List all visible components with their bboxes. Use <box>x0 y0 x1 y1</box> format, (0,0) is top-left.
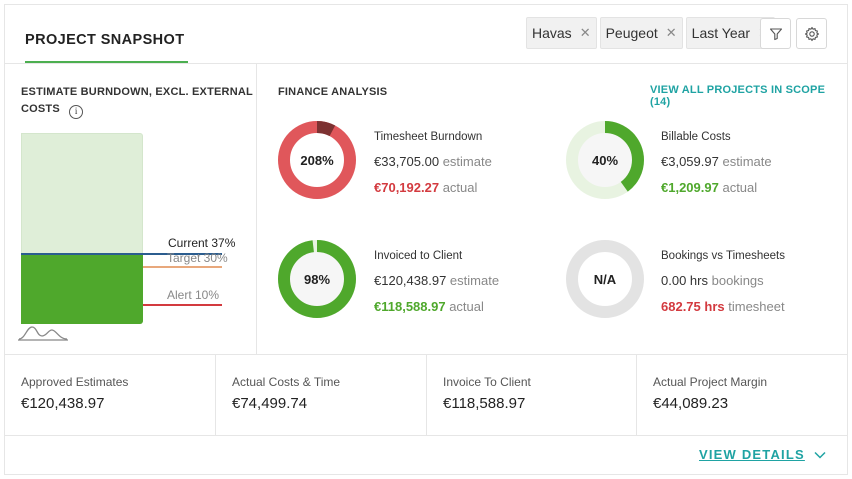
chevron-down-icon[interactable] <box>814 451 826 459</box>
timesheet-label: timesheet <box>728 299 785 314</box>
filter-chip-label: Last Year <box>691 25 751 41</box>
summary-invoice-to-client: Invoice To Client €118,588.97 <box>427 355 636 436</box>
estimate-label: estimate <box>442 154 492 169</box>
metric-title: Invoiced to Client <box>374 250 463 262</box>
invoiced-donut: 98% <box>277 239 357 319</box>
tab-project-snapshot[interactable]: PROJECT SNAPSHOT <box>25 5 189 63</box>
estimate-label: estimate <box>449 273 500 288</box>
settings-button[interactable] <box>796 18 827 49</box>
timesheet-metric: Timesheet Burndown €33,705.00 estimate €… <box>374 131 492 195</box>
summary-approved-estimates: Approved Estimates €120,438.97 <box>5 355 215 436</box>
actual-value: €1,209.97 <box>661 180 719 195</box>
timesheet-donut: 208% <box>277 120 357 200</box>
filter-icon <box>769 27 782 40</box>
estimate-value: €3,059.97 <box>661 154 719 169</box>
target-label: Target 30% <box>167 251 228 265</box>
filter-chip-peugeot[interactable]: Peugeot ✕ <box>599 17 683 49</box>
summary-divider-bottom <box>5 435 847 436</box>
timesheet-pct: 208% <box>300 152 334 168</box>
bookings-value: 0.00 hrs <box>661 273 708 288</box>
summary-value: €44,089.23 <box>653 395 729 412</box>
header-divider <box>5 63 847 64</box>
filter-chip-havas[interactable]: Havas ✕ <box>526 17 597 49</box>
summary-label: Approved Estimates <box>21 375 129 389</box>
timesheet-donut-chart <box>278 121 356 199</box>
metric-title: Timesheet Burndown <box>374 131 483 143</box>
alert-label: Alert 10% <box>167 288 220 302</box>
info-icon[interactable]: i <box>69 104 84 119</box>
estimate-value: €120,438.97 <box>374 273 447 288</box>
invoiced-donut-chart <box>278 240 356 318</box>
distribution-icon <box>18 326 68 341</box>
current-marker <box>21 253 222 255</box>
bookings-metric: Bookings vs Timesheets 0.00 hrs bookings… <box>661 250 785 314</box>
bookings-donut: N/A <box>565 239 645 319</box>
summary-value: €118,588.97 <box>443 395 526 412</box>
burndown-title-line: ESTIMATE BURNDOWN, EXCL. EXTERNAL <box>21 86 253 98</box>
billable-donut-chart <box>566 121 644 199</box>
alert-marker <box>143 304 222 306</box>
bookings-label: bookings <box>711 273 764 288</box>
view-all-projects-link[interactable]: VIEW ALL PROJECTS IN SCOPE (14) <box>650 84 826 108</box>
actual-label: actual <box>449 299 484 314</box>
bookings-pct: N/A <box>593 271 617 287</box>
close-icon[interactable]: ✕ <box>665 25 677 40</box>
filter-button[interactable] <box>760 18 791 49</box>
close-icon[interactable]: ✕ <box>579 25 591 40</box>
view-details-link[interactable]: VIEW DETAILS <box>699 447 805 462</box>
filter-chip-label: Havas <box>532 25 572 41</box>
actual-label: actual <box>442 180 478 195</box>
billable-pct: 40% <box>591 152 619 168</box>
section-divider <box>256 64 257 354</box>
summary-label: Actual Project Margin <box>653 375 768 389</box>
burndown-bar-fill <box>21 253 143 324</box>
estimate-value: €33,705.00 <box>374 154 440 169</box>
metric-title: Billable Costs <box>661 131 731 143</box>
current-label: Current 37% <box>167 236 237 250</box>
timesheet-value: 682.75 hrs <box>661 299 725 314</box>
gear-icon <box>804 26 819 41</box>
summary-project-margin: Actual Project Margin €44,089.23 <box>637 355 847 436</box>
summary-divider <box>215 355 216 435</box>
summary-value: €120,438.97 <box>21 395 105 412</box>
summary-divider <box>426 355 427 435</box>
project-snapshot-card: PROJECT SNAPSHOT Havas ✕ Peugeot ✕ Last … <box>4 4 848 475</box>
filter-chip-label: Peugeot <box>605 25 658 41</box>
burndown-title-line: COSTS <box>21 103 60 115</box>
actual-label: actual <box>722 180 758 195</box>
summary-divider <box>636 355 637 435</box>
actual-value: €70,192.27 <box>374 180 440 195</box>
summary-value: €74,499.74 <box>232 395 308 412</box>
bookings-donut-chart <box>566 240 644 318</box>
target-marker <box>143 266 222 268</box>
summary-actual-costs: Actual Costs & Time €74,499.74 <box>216 355 426 436</box>
summary-label: Actual Costs & Time <box>232 375 341 389</box>
invoiced-metric: Invoiced to Client €120,438.97 estimate … <box>374 250 499 314</box>
burndown-title: ESTIMATE BURNDOWN, EXCL. EXTERNAL COSTS … <box>21 84 253 119</box>
billable-donut: 40% <box>565 120 645 200</box>
actual-value: €118,588.97 <box>374 299 446 314</box>
summary-divider-top <box>5 354 847 355</box>
invoiced-pct: 98% <box>303 271 331 287</box>
page-title: PROJECT SNAPSHOT <box>25 32 185 48</box>
filter-chips: Havas ✕ Peugeot ✕ Last Year ✕ <box>526 17 778 49</box>
metric-title: Bookings vs Timesheets <box>661 250 786 262</box>
summary-label: Invoice To Client <box>443 375 531 389</box>
billable-metric: Billable Costs €3,059.97 estimate €1,209… <box>661 131 772 195</box>
finance-title: FINANCE ANALYSIS <box>278 86 388 98</box>
estimate-label: estimate <box>722 154 772 169</box>
